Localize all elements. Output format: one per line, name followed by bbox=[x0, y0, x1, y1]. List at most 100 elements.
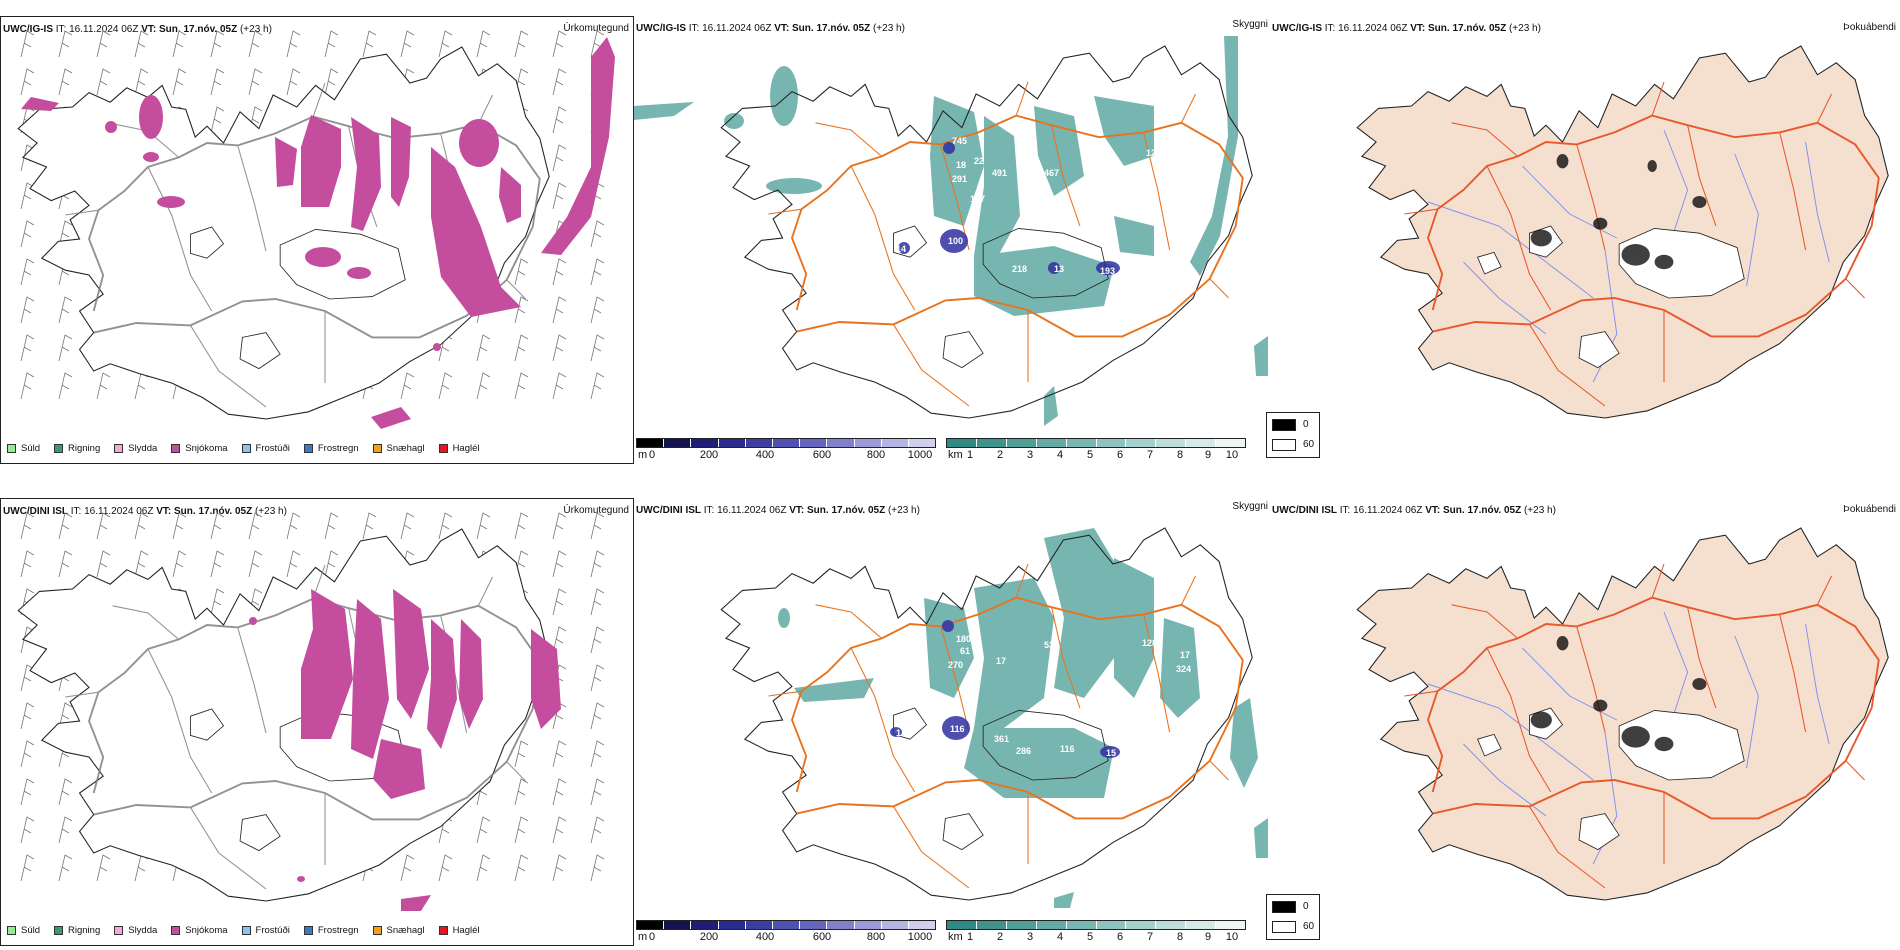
wind-barb bbox=[514, 778, 529, 806]
wind-barb bbox=[552, 372, 567, 400]
wind-barb bbox=[552, 258, 567, 286]
wind-barb bbox=[552, 334, 567, 362]
model-name: UWC/IG-IS bbox=[1272, 23, 1322, 34]
fog-panel-top: UWC/IG-IS IT: 16.11.2024 06Z VT: Sun. 17… bbox=[1270, 16, 1900, 464]
wind-barb bbox=[96, 372, 111, 400]
legend-item: Snæhagl bbox=[372, 443, 425, 454]
wind-barb bbox=[58, 854, 73, 882]
wind-barb bbox=[210, 106, 225, 134]
wind-barb bbox=[324, 550, 339, 578]
wind-barb bbox=[20, 512, 35, 540]
rivers bbox=[1427, 611, 1830, 865]
it-label: IT: bbox=[1339, 505, 1351, 516]
legend-item: Haglél bbox=[438, 443, 480, 454]
cloud-base-value: 291 bbox=[952, 174, 967, 184]
it-label: IT: bbox=[1324, 23, 1336, 34]
model-name: UWC/DINI ISL bbox=[1272, 505, 1337, 516]
cloud-base-areas bbox=[898, 142, 1120, 275]
it-value: 16.11.2024 06Z bbox=[1353, 505, 1423, 516]
wind-barb bbox=[362, 512, 377, 540]
panel-header: UWC/DINI ISL IT: 16.11.2024 06Z VT: Sun.… bbox=[636, 504, 1266, 518]
wind-barb bbox=[438, 854, 453, 882]
wind-barb bbox=[20, 550, 35, 578]
wind-barb bbox=[590, 550, 605, 578]
wind-barb bbox=[590, 588, 605, 616]
wind-barb bbox=[552, 626, 567, 654]
lead-time: (+23 h) bbox=[239, 24, 272, 35]
wind-barb bbox=[96, 854, 111, 882]
wind-barb bbox=[20, 220, 35, 248]
wind-barb bbox=[210, 512, 225, 540]
cloud-map: 745 22 18 291 491 467 899 127 236 409 10… bbox=[634, 36, 1268, 426]
fog-panel-bottom: UWC/DINI ISL IT: 16.11.2024 06Z VT: Sun.… bbox=[1270, 498, 1900, 946]
wind-barb bbox=[590, 740, 605, 768]
cloud-base-value: 18 bbox=[956, 160, 966, 170]
wind-barb bbox=[552, 854, 567, 882]
fog-swatch-black bbox=[1272, 419, 1296, 431]
wind-barb bbox=[552, 30, 567, 58]
wind-barb bbox=[324, 30, 339, 58]
vt-label: VT: bbox=[156, 506, 172, 517]
wind-barb bbox=[476, 30, 491, 58]
cloud-base-value: 270 bbox=[948, 660, 963, 670]
wind-barb bbox=[552, 550, 567, 578]
wind-barb bbox=[58, 550, 73, 578]
wind-barb bbox=[476, 854, 491, 882]
colorbar-strip bbox=[946, 920, 1246, 930]
wind-barb bbox=[362, 30, 377, 58]
cloud-base-value: 899 bbox=[1122, 164, 1137, 174]
wind-barb bbox=[286, 68, 301, 96]
wind-barb bbox=[58, 778, 73, 806]
legend-item: Rigning bbox=[54, 443, 100, 454]
wind-barb bbox=[58, 334, 73, 362]
cloud-base-value: 17 bbox=[996, 656, 1006, 666]
wind-barb bbox=[438, 512, 453, 540]
fog-legend: 0 60 bbox=[1266, 894, 1320, 940]
it-value: 16.11.2024 06Z bbox=[84, 506, 154, 517]
cloudbase-colorbar: m 0 200 400 600 800 1000 bbox=[636, 438, 936, 461]
cloud-base-value: 17 bbox=[896, 728, 906, 738]
legend-item: Snjókoma bbox=[171, 443, 228, 454]
lead-time: (+23 h) bbox=[887, 505, 920, 516]
cloud-base-value: 491 bbox=[992, 168, 1007, 178]
precip-panel-top: UWC/IG-IS IT: 16.11.2024 06Z VT: Sun. 17… bbox=[0, 16, 634, 464]
cloud-base-value: 15 bbox=[1106, 748, 1116, 758]
vt-label: VT: bbox=[141, 24, 157, 35]
wind-barb bbox=[96, 512, 111, 540]
vt-label: VT: bbox=[789, 505, 805, 516]
wind-barb bbox=[552, 182, 567, 210]
wind-barb bbox=[20, 778, 35, 806]
legend-item: Slydda bbox=[114, 443, 157, 454]
cloud-base-value: 409 bbox=[1028, 236, 1043, 246]
panel-title: Úrkomutegund bbox=[563, 505, 629, 516]
legend-item: Súld bbox=[7, 443, 40, 454]
snow-areas bbox=[21, 37, 615, 429]
wind-barb bbox=[172, 550, 187, 578]
legend-item: Snjókoma bbox=[171, 925, 228, 936]
panel-title: Skyggni bbox=[1232, 19, 1268, 30]
it-value: 16.11.2024 06Z bbox=[702, 23, 772, 34]
panel-title: Skyggni bbox=[1232, 501, 1268, 512]
cloud-panel-top: UWC/IG-IS IT: 16.11.2024 06Z VT: Sun. 17… bbox=[634, 16, 1270, 464]
wind-barb bbox=[96, 550, 111, 578]
cloud-panel-bottom: UWC/DINI ISL IT: 16.11.2024 06Z VT: Sun.… bbox=[634, 498, 1270, 946]
wind-barb bbox=[552, 778, 567, 806]
wind-barb bbox=[286, 550, 301, 578]
wind-barb bbox=[210, 588, 225, 616]
wind-barb bbox=[58, 816, 73, 844]
lead-time: (+23 h) bbox=[872, 23, 905, 34]
cloud-base-labels: 745 22 18 291 491 467 899 127 236 409 10… bbox=[896, 136, 1156, 276]
wind-barb bbox=[134, 68, 149, 96]
legend-item: Frostregn bbox=[303, 443, 359, 454]
panel-title: Þokuábendi bbox=[1843, 22, 1896, 33]
wind-barb bbox=[514, 816, 529, 844]
wind-barb bbox=[590, 372, 605, 400]
wind-barb bbox=[552, 512, 567, 540]
fog-legend-label: 0 bbox=[1303, 419, 1309, 430]
wind-barb bbox=[248, 512, 263, 540]
model-name: UWC/DINI ISL bbox=[636, 505, 701, 516]
wind-barb bbox=[438, 30, 453, 58]
wind-barb bbox=[514, 30, 529, 58]
wind-barb bbox=[20, 258, 35, 286]
cloud-base-value: 193 bbox=[1100, 266, 1115, 276]
